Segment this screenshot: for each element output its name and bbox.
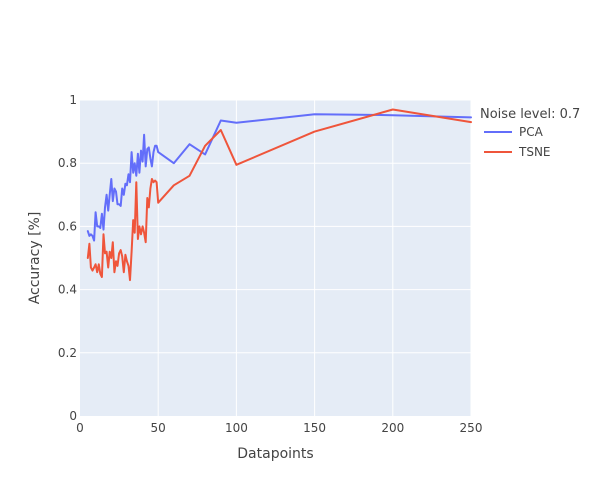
y-axis-title: Accuracy [%] bbox=[27, 212, 43, 305]
x-axis-title: Datapoints bbox=[237, 446, 313, 462]
x-tick-label: 250 bbox=[460, 421, 483, 435]
series-line-tsne bbox=[86, 108, 472, 282]
y-tick-label: 0.6 bbox=[58, 219, 77, 233]
legend-label-tsne: TSNE bbox=[518, 145, 551, 159]
y-tick-label: 0 bbox=[69, 409, 77, 423]
x-tick-label: 100 bbox=[225, 421, 248, 435]
y-tick-label: 1 bbox=[69, 93, 77, 107]
x-tick-label: 200 bbox=[381, 421, 404, 435]
x-tick-label: 50 bbox=[151, 421, 166, 435]
series-group bbox=[86, 108, 472, 282]
y-tick-label: 0.8 bbox=[58, 156, 77, 170]
series-line-pca bbox=[86, 113, 472, 242]
x-tick-label: 150 bbox=[303, 421, 326, 435]
legend-title: Noise level: 0.7 bbox=[480, 107, 580, 122]
legend-label-pca: PCA bbox=[519, 125, 544, 139]
x-axis-ticks: 0 50 100 150 200 250 bbox=[76, 421, 482, 435]
y-axis-ticks: 0 0.2 0.4 0.6 0.8 1 bbox=[58, 93, 77, 423]
x-tick-label: 0 bbox=[76, 421, 84, 435]
y-tick-label: 0.4 bbox=[58, 283, 77, 297]
legend: Noise level: 0.7 PCA TSNE bbox=[480, 107, 580, 159]
y-tick-label: 0.2 bbox=[58, 346, 77, 360]
